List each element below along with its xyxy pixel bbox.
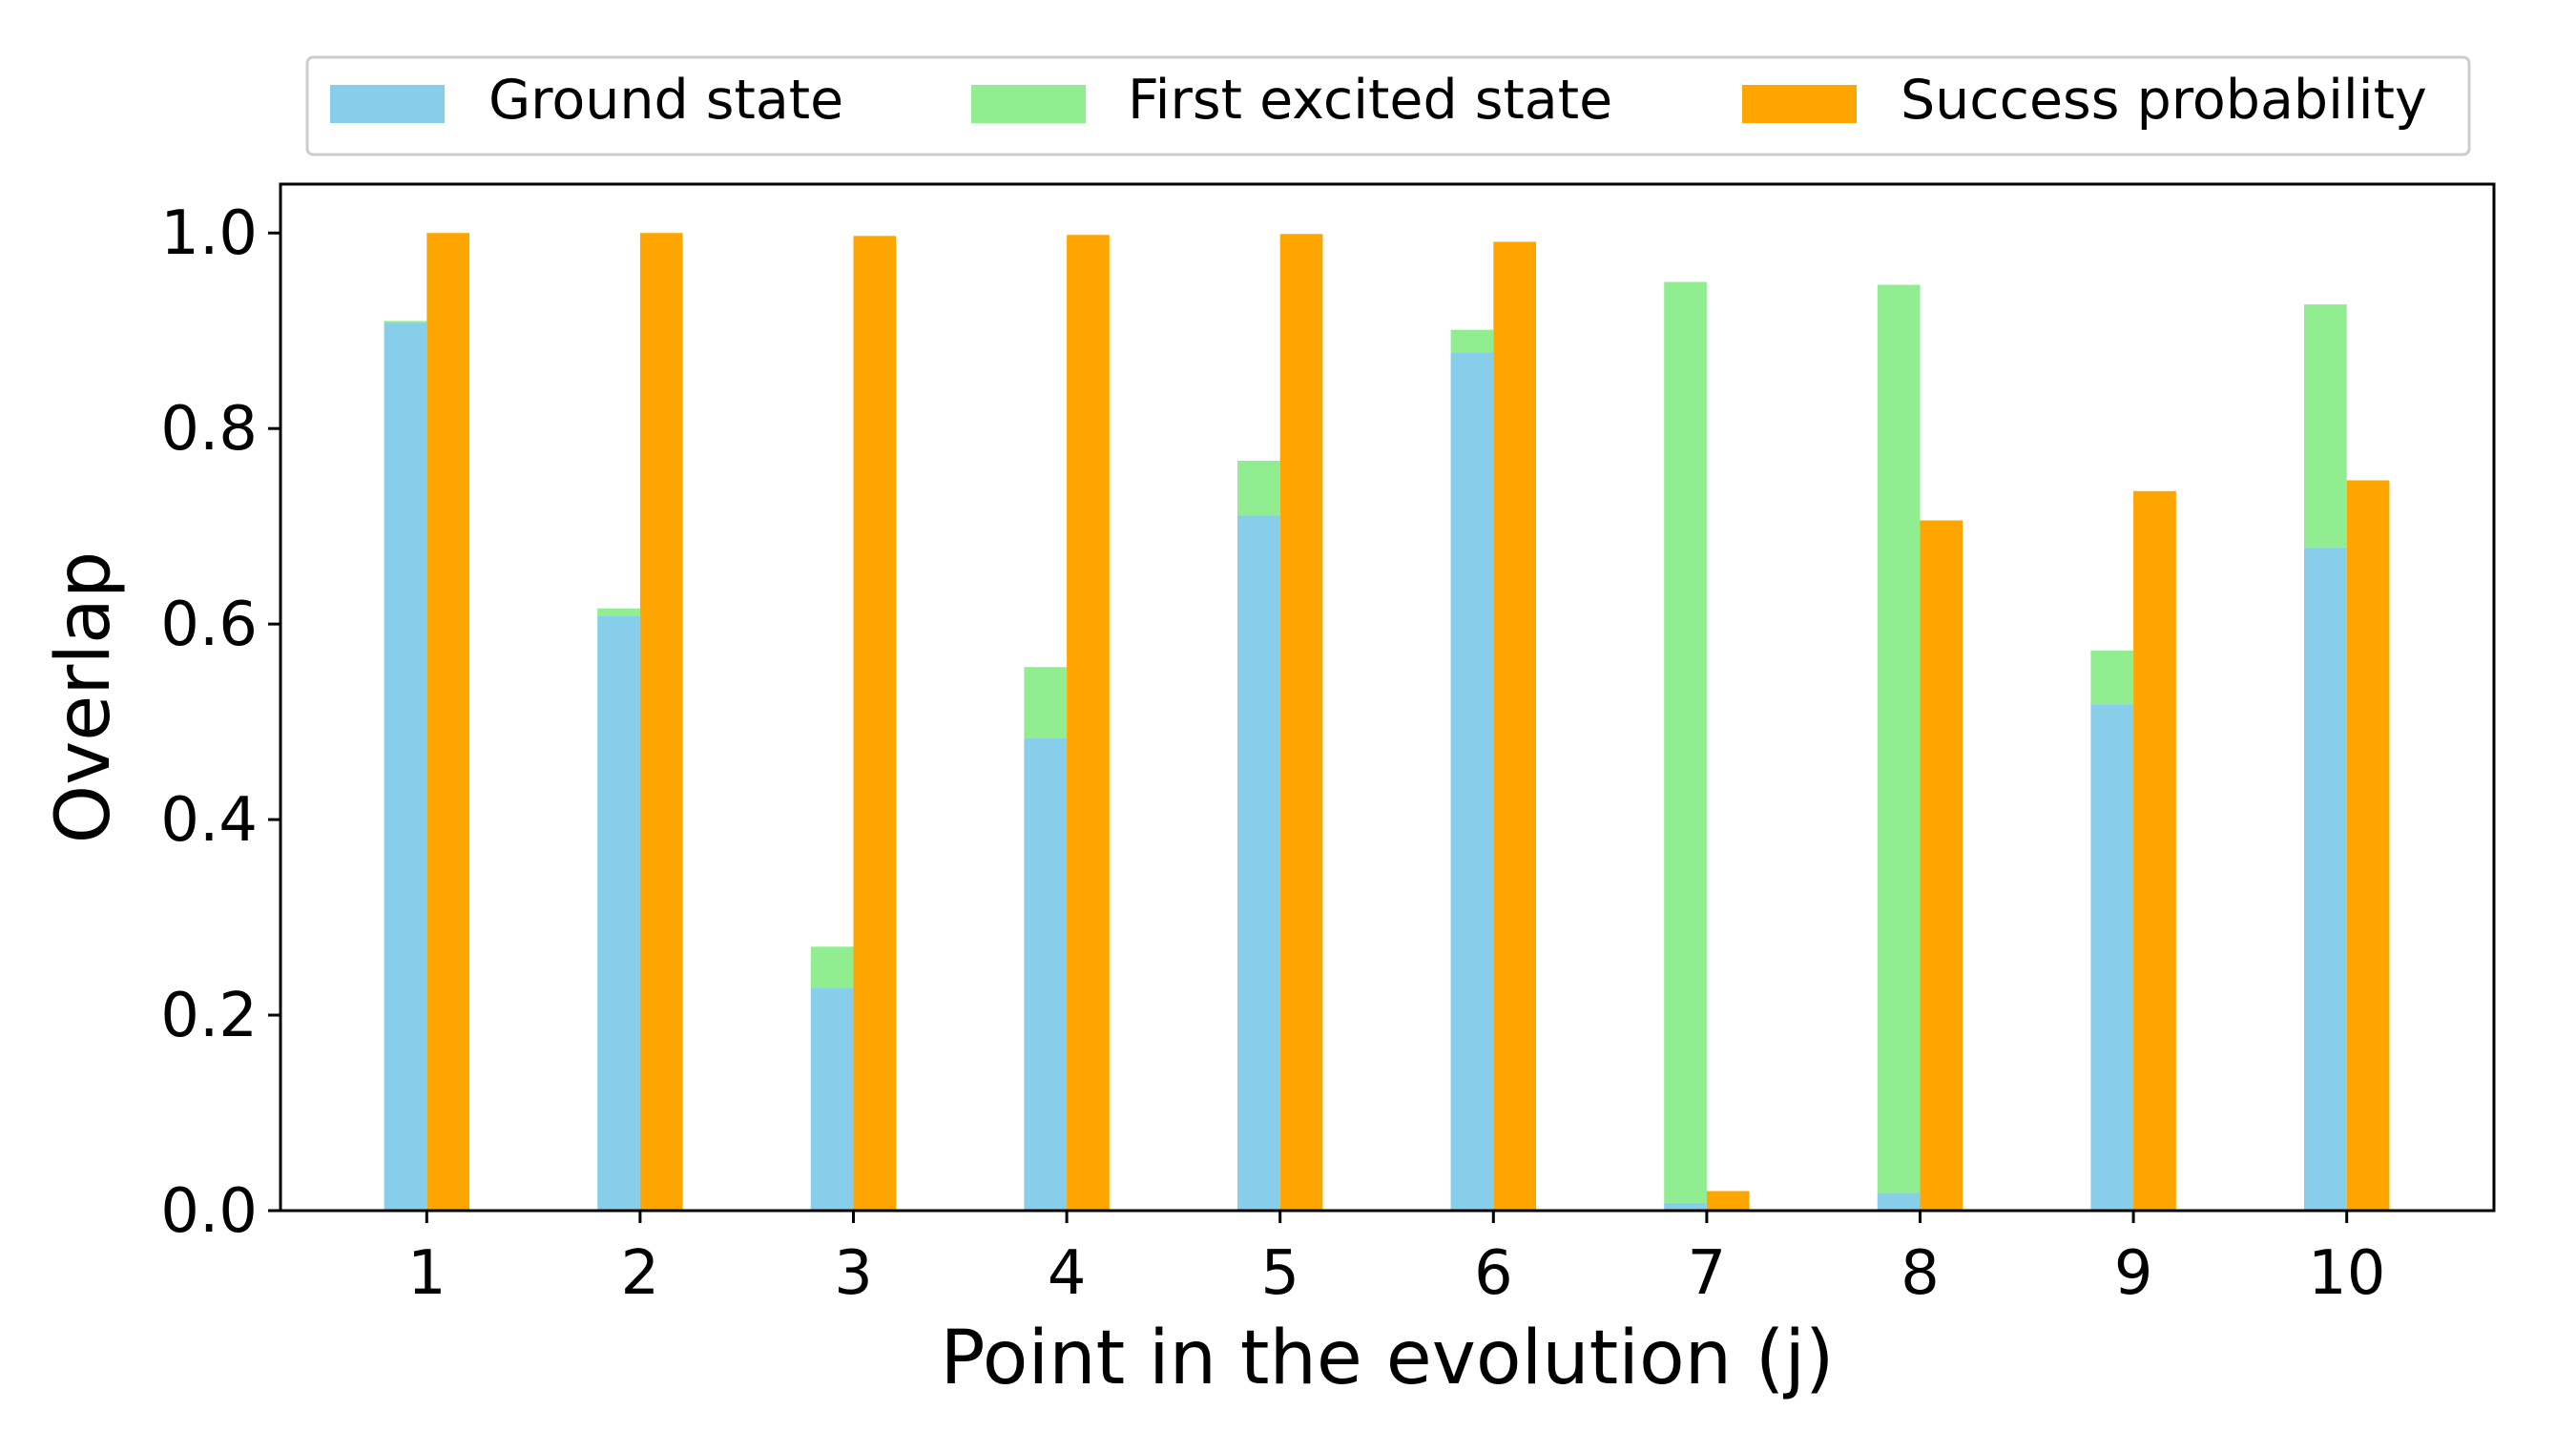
bar-ground-state-2 bbox=[597, 615, 640, 1211]
legend: Ground state First excited state Success… bbox=[305, 55, 2471, 156]
bar-success-probability-4 bbox=[1067, 235, 1110, 1212]
bar-first-excited-state-1 bbox=[384, 321, 427, 323]
y-tick-label: 0.8 bbox=[160, 394, 258, 465]
y-tick-label: 0.6 bbox=[160, 590, 258, 660]
bar-ground-state-8 bbox=[1877, 1192, 1921, 1211]
bar-success-probability-10 bbox=[2346, 480, 2390, 1211]
bar-ground-state-4 bbox=[1024, 738, 1068, 1211]
x-axis-label: Point in the evolution (j) bbox=[941, 1316, 1835, 1401]
legend-swatch-first-excited-state bbox=[971, 85, 1086, 123]
bar-first-excited-state-3 bbox=[810, 946, 854, 988]
bar-first-excited-state-4 bbox=[1024, 667, 1068, 739]
legend-swatch-success-probability bbox=[1742, 85, 1857, 123]
plot-frame bbox=[279, 182, 2496, 1213]
y-tick-label: 0.0 bbox=[160, 1176, 258, 1247]
bar-ground-state-10 bbox=[2304, 548, 2347, 1211]
bars bbox=[384, 233, 2390, 1212]
y-axis-label: Overlap bbox=[41, 551, 127, 844]
bar-ground-state-9 bbox=[2090, 704, 2134, 1211]
x-axis-ticks: 1 2 3 4 5 6 7 8 9 10 bbox=[407, 1211, 2385, 1309]
y-axis-ticks: 0.0 0.2 0.4 0.6 0.8 1.0 bbox=[160, 198, 280, 1247]
bar-success-probability-3 bbox=[853, 236, 897, 1211]
bar-success-probability-8 bbox=[1920, 520, 1963, 1211]
x-tick-label: 5 bbox=[1260, 1238, 1299, 1309]
legend-label-ground-state: Ground state bbox=[488, 69, 843, 132]
bar-success-probability-2 bbox=[639, 233, 683, 1212]
bar-first-excited-state-10 bbox=[2304, 304, 2347, 549]
bar-first-excited-state-7 bbox=[1664, 281, 1707, 1203]
legend-label-first-excited-state: First excited state bbox=[1128, 69, 1612, 132]
x-tick-label: 8 bbox=[1901, 1238, 1940, 1309]
bar-success-probability-5 bbox=[1279, 234, 1323, 1211]
x-tick-label: 3 bbox=[834, 1238, 873, 1309]
bar-first-excited-state-8 bbox=[1877, 284, 1921, 1193]
bar-ground-state-3 bbox=[810, 987, 854, 1211]
bar-first-excited-state-5 bbox=[1237, 461, 1280, 516]
bar-ground-state-6 bbox=[1450, 352, 1494, 1211]
bar-success-probability-6 bbox=[1493, 241, 1536, 1212]
x-tick-label: 10 bbox=[2308, 1238, 2385, 1309]
x-tick-label: 2 bbox=[621, 1238, 660, 1309]
x-tick-label: 6 bbox=[1474, 1238, 1513, 1309]
y-tick-label: 0.4 bbox=[160, 785, 258, 856]
bar-ground-state-1 bbox=[384, 322, 427, 1211]
y-tick-label: 0.2 bbox=[160, 981, 258, 1051]
bar-success-probability-9 bbox=[2133, 490, 2176, 1211]
bar-ground-state-5 bbox=[1237, 515, 1280, 1211]
bar-ground-state-7 bbox=[1664, 1202, 1707, 1211]
bar-first-excited-state-9 bbox=[2090, 650, 2134, 705]
legend-frame bbox=[305, 55, 2471, 156]
bar-first-excited-state-2 bbox=[597, 608, 640, 616]
x-tick-label: 7 bbox=[1688, 1238, 1727, 1309]
legend-swatch-ground-state bbox=[330, 85, 445, 123]
bar-success-probability-1 bbox=[426, 233, 469, 1212]
bar-first-excited-state-6 bbox=[1450, 329, 1494, 353]
x-tick-label: 9 bbox=[2114, 1238, 2153, 1309]
legend-label-success-probability: Success probability bbox=[1901, 69, 2427, 132]
bar-success-probability-7 bbox=[1706, 1191, 1750, 1211]
y-tick-label: 1.0 bbox=[160, 198, 258, 269]
x-tick-label: 4 bbox=[1048, 1238, 1087, 1309]
x-tick-label: 1 bbox=[407, 1238, 447, 1309]
